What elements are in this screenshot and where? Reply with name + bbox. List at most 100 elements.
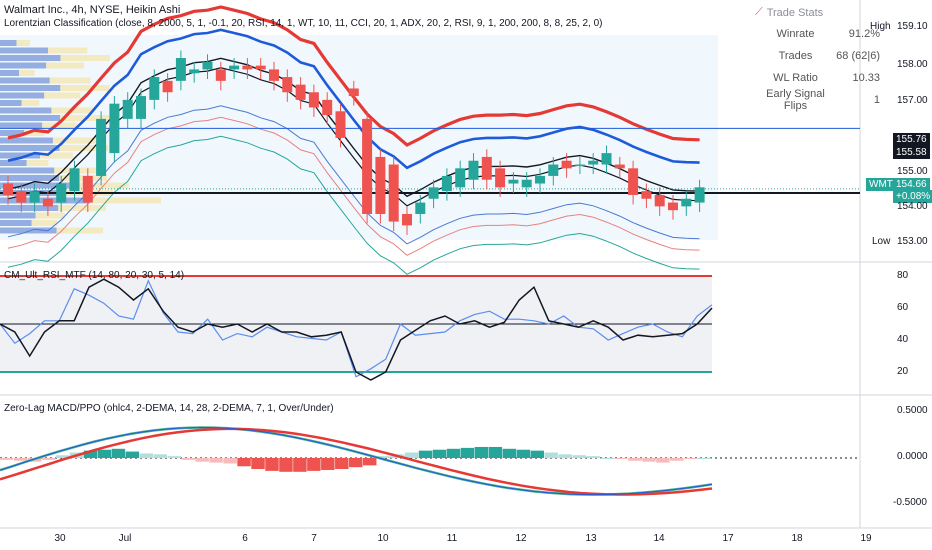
symbol-tag: WMT: [866, 178, 896, 191]
bull-candle: [149, 77, 160, 100]
macd-blue-line: [0, 426, 713, 496]
price-tick: 157.00: [897, 95, 928, 106]
stat-row-wlratio: WL Ratio 10.33: [773, 72, 880, 84]
macd-hist-pos: [474, 446, 489, 458]
prediction-zone: [0, 35, 718, 240]
bull-candle: [548, 164, 559, 176]
volume-profile-bar: [0, 227, 57, 234]
bull-candle: [56, 183, 67, 203]
macd-hist-neg: [237, 458, 251, 467]
bull-candle: [694, 187, 705, 203]
time-tick: 13: [585, 533, 597, 544]
trade-stats-title: Trade Stats: [766, 6, 824, 19]
bull-candle: [109, 103, 120, 154]
bull-candle: [136, 96, 146, 119]
macd-hist-neg: [13, 458, 28, 461]
macd-hist-neg: [656, 458, 670, 463]
volume-profile-bar: [0, 85, 61, 91]
bear-candle: [654, 194, 665, 207]
volume-profile-bar: [0, 160, 27, 166]
volume-profile-bar: [0, 115, 61, 121]
macd-hist-pos: [530, 450, 544, 458]
bear-candle: [481, 156, 492, 180]
bear-candle: [215, 69, 226, 81]
low-label: Low: [872, 236, 891, 247]
volume-profile-bar: [0, 137, 53, 144]
bear-candle: [335, 111, 346, 138]
price-tick: 158.00: [897, 59, 928, 70]
volume-profile-bar: [19, 70, 35, 76]
bull-candle: [69, 168, 80, 192]
volume-profile-bar: [58, 205, 106, 211]
macd-hist-neg: [670, 458, 684, 461]
time-tick: 19: [860, 533, 872, 544]
time-tick: 10: [377, 533, 389, 544]
volume-profile-bar: [0, 70, 20, 76]
bull-candle: [535, 175, 545, 184]
rsi-fast-line: [0, 279, 713, 378]
volume-profile-bar: [0, 122, 43, 129]
bull-candle: [574, 164, 585, 167]
volume-profile-bar: [0, 152, 41, 159]
bull-candle: [29, 191, 40, 203]
volume-profile-bar: [21, 100, 40, 106]
rsi-tick: 80: [897, 270, 909, 281]
bull-candle: [601, 153, 612, 165]
volume-profile-bar: [59, 145, 109, 151]
volume-profile-bar: [0, 205, 59, 211]
volume-profile-bar: [0, 62, 47, 69]
volume-profile-bar: [0, 212, 36, 219]
bear-candle: [641, 191, 652, 199]
volume-profile-bar: [31, 220, 58, 226]
bear-candle: [388, 164, 399, 222]
volume-profile-bar: [16, 40, 30, 46]
bear-candle: [308, 92, 319, 108]
bull-candle: [441, 175, 452, 192]
macd-hist-neg: [195, 458, 209, 462]
bear-candle: [402, 213, 412, 226]
macd-hist-neg: [684, 458, 698, 459]
macd-hist-neg: [307, 458, 321, 471]
volume-profile-bar: [0, 92, 45, 99]
high-value: 159.10: [897, 21, 928, 32]
volume-profile-bar: [0, 100, 22, 106]
high-label: High: [870, 21, 891, 32]
bear-candle: [242, 65, 253, 70]
macd-hist-pos: [558, 454, 572, 458]
bear-candle: [375, 156, 386, 214]
indicator3-label: Zero-Lag MACD/PPO (ohlc4, 2-DEMA, 14, 28…: [4, 403, 334, 414]
volume-profile-bar: [26, 160, 49, 166]
macd-hist-pos: [153, 454, 168, 458]
macd-hist-pos: [586, 456, 600, 458]
bull-candle: [468, 160, 479, 180]
volume-profile-bar: [52, 137, 97, 144]
bear-candle: [42, 198, 53, 207]
bull-candle: [521, 179, 532, 188]
macd-hist-neg: [321, 458, 335, 470]
macd-hist-pos: [502, 448, 517, 458]
price-tick: 155.00: [897, 166, 928, 177]
macd-hist-pos: [404, 452, 419, 458]
volume-profile-bar: [70, 182, 129, 189]
bull-candle: [455, 168, 466, 188]
low-value: 153.00: [897, 236, 928, 247]
bear-candle: [255, 65, 266, 70]
volume-profile-bar: [0, 107, 52, 114]
time-tick: 18: [791, 533, 803, 544]
bull-candle: [588, 160, 599, 165]
bear-candle: [322, 99, 333, 116]
bull-candle: [122, 99, 133, 119]
bull-candle: [229, 65, 240, 70]
macd-hist-pos: [125, 451, 140, 458]
bull-candle: [508, 179, 519, 184]
macd-hist-pos: [83, 450, 98, 458]
stat-row-winrate: Winrate 91.2%: [776, 28, 880, 40]
macd-hist-neg: [279, 458, 293, 472]
macd-hist-pos: [698, 458, 712, 459]
volume-profile-bar: [35, 212, 65, 219]
macd-hist-neg: [293, 458, 307, 472]
volume-profile-bar: [0, 145, 60, 151]
bear-candle: [162, 80, 173, 93]
bear-candle: [269, 69, 279, 81]
